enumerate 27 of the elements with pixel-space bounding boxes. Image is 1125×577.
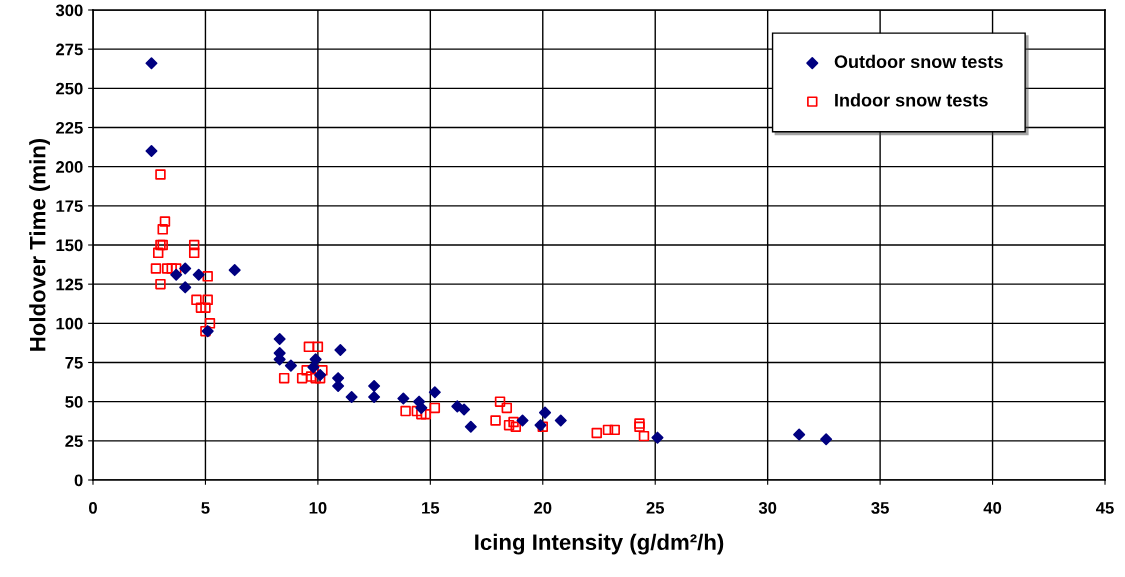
x-axis-title: Icing Intensity (g/dm²/h) — [475, 533, 724, 555]
x-tick-label: 15 — [422, 502, 440, 514]
x-tick-label: 20 — [534, 501, 552, 514]
y-tick-label: 275 — [56, 43, 83, 56]
x-tick-label: 0 — [89, 501, 97, 514]
y-tick-label: 100 — [56, 317, 83, 330]
y-tick-label: 300 — [55, 4, 83, 17]
y-tick-label: 0 — [74, 474, 83, 487]
x-tick-label: 35 — [871, 501, 889, 514]
y-tick-label: 75 — [65, 357, 83, 369]
y-tick-label: 150 — [56, 239, 83, 252]
y-axis-title: Holdover Time (min) — [29, 138, 50, 351]
x-tick-label: 30 — [758, 501, 777, 514]
y-tick-label: 175 — [56, 200, 83, 213]
y-tick-label: 225 — [56, 121, 83, 134]
y-tick-label: 25 — [65, 435, 83, 448]
x-tick-label: 45 — [1095, 502, 1114, 514]
x-tick-label: 10 — [309, 501, 327, 514]
x-tick-label: 25 — [646, 501, 665, 514]
x-tick-label: 40 — [983, 501, 1002, 514]
legend-label: Outdoor snow tests — [834, 54, 1003, 69]
y-tick-label: 50 — [65, 396, 83, 408]
legend-label: Indoor snow tests — [835, 93, 988, 107]
x-tick-label: 5 — [201, 502, 210, 514]
y-tick-label: 125 — [56, 278, 83, 291]
y-tick-label: 250 — [56, 82, 83, 95]
y-tick-label: 200 — [56, 161, 83, 173]
